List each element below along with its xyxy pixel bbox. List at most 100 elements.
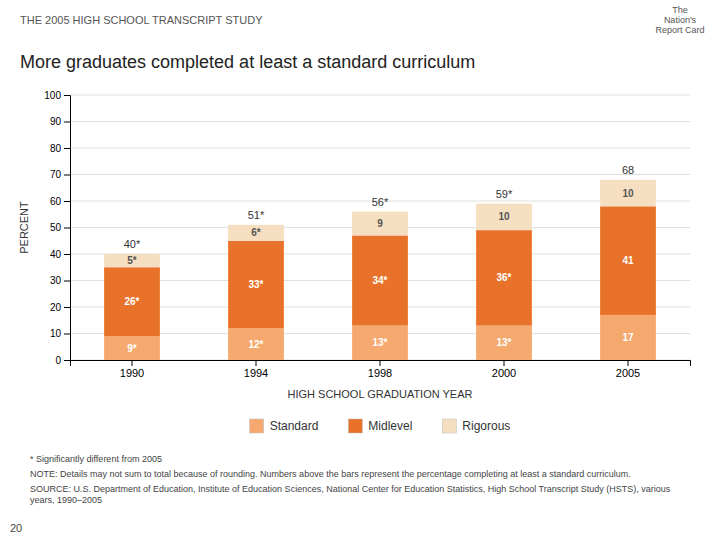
legend-swatch <box>250 419 264 433</box>
y-tick: 50 <box>50 222 70 233</box>
x-tick-mark <box>628 360 629 366</box>
data-label: 12* <box>248 339 263 350</box>
annotation: TheNation'sReport Card <box>655 5 704 35</box>
data-label: 10 <box>498 211 510 222</box>
note: SOURCE: U.S. Department of Education, In… <box>30 484 671 505</box>
y-tick-label: 50 <box>50 222 62 233</box>
legend-label: Rigorous <box>462 419 510 433</box>
y-tick-mark <box>64 122 70 123</box>
y-axis-title: PERCENT <box>18 201 30 254</box>
data-label: 13* <box>496 337 511 348</box>
y-tick-label: 0 <box>55 355 61 366</box>
bar <box>600 180 656 207</box>
grid-line <box>70 95 690 96</box>
x-tick-mark <box>132 360 133 366</box>
data-label: 6* <box>251 227 261 238</box>
y-tick-mark <box>64 360 70 361</box>
x-tick: 1990 <box>120 360 144 379</box>
bar <box>104 254 160 267</box>
data-label: 33* <box>248 279 263 290</box>
y-tick: 80 <box>50 143 70 154</box>
x-tick: 2005 <box>616 360 640 379</box>
y-tick-label: 20 <box>50 302 62 313</box>
legend-swatch <box>442 419 456 433</box>
bar <box>352 326 408 360</box>
bar <box>600 315 656 360</box>
total-label: 51* <box>248 209 265 221</box>
y-tick: 90 <box>50 116 70 127</box>
y-tick-mark <box>64 148 70 149</box>
page-number: 20 <box>10 522 22 534</box>
y-tick-label: 10 <box>50 328 62 339</box>
legend-item: Rigorous <box>442 419 510 433</box>
legend-item: Midlevel <box>348 419 412 433</box>
x-tick-mark <box>504 360 505 366</box>
bar <box>476 326 532 360</box>
bar <box>352 235 408 325</box>
data-label: 5* <box>127 255 137 266</box>
title: More graduates completed at least a stan… <box>20 52 475 72</box>
bar <box>352 212 408 236</box>
y-tick: 30 <box>50 275 70 286</box>
y-tick-mark <box>64 307 70 308</box>
y-axis-line <box>64 96 71 361</box>
x-axis: 1990 1994 1998 2000 2005 <box>71 360 691 379</box>
y-tick: 0 <box>55 355 70 366</box>
y-tick-label: 40 <box>50 249 62 260</box>
x-tick-label: 1998 <box>368 367 392 379</box>
data-label: 13* <box>372 337 387 348</box>
y-tick: 60 <box>50 196 70 207</box>
data-label: 26* <box>124 296 139 307</box>
total-label: 59* <box>496 188 513 200</box>
total-label: 40* <box>124 238 141 250</box>
legend-swatch <box>348 419 362 433</box>
data-labels: 9*12*13*13*1726*33*34*36*415*6*9101040*5… <box>124 164 634 354</box>
y-tick-label: 80 <box>50 143 62 154</box>
x-tick: 1998 <box>368 360 392 379</box>
bar <box>228 225 284 241</box>
x-axis-line <box>71 361 691 367</box>
y-tick-label: 100 <box>44 90 61 101</box>
x-tick-label: 2005 <box>616 367 640 379</box>
x-tick: 2000 <box>492 360 516 379</box>
data-label: 17 <box>622 332 634 343</box>
y-tick: 10 <box>50 328 70 339</box>
y-tick: 70 <box>50 169 70 180</box>
x-axis-title: HIGH SCHOOL GRADUATION YEAR <box>288 388 473 400</box>
bar <box>476 204 532 231</box>
bar <box>104 336 160 360</box>
note: NOTE: Details may not sum to total becau… <box>30 469 631 479</box>
bar <box>476 230 532 325</box>
y-axis: 0 10 20 30 40 50 60 70 80 90 100 <box>44 90 70 366</box>
y-tick-mark <box>64 201 70 202</box>
grid <box>70 95 690 360</box>
x-tick-mark <box>380 360 381 366</box>
bar <box>104 267 160 336</box>
legend: Standard Midlevel Rigorous <box>250 419 511 433</box>
x-tick: 1994 <box>244 360 268 379</box>
y-tick-mark <box>64 228 70 229</box>
data-label: 34* <box>372 275 387 286</box>
bar <box>600 206 656 315</box>
chart: THE 2005 HIGH SCHOOL TRANSCRIPT STUDYThe… <box>0 0 720 540</box>
bars <box>104 180 656 360</box>
grid-line <box>70 121 690 122</box>
data-label: 36* <box>496 272 511 283</box>
plot: 9*12*13*13*1726*33*34*36*415*6*9101040*5… <box>44 90 690 379</box>
y-tick-mark <box>64 175 70 176</box>
y-tick: 100 <box>44 90 70 101</box>
x-tick-label: 2000 <box>492 367 516 379</box>
series <box>104 180 656 267</box>
y-tick-label: 70 <box>50 169 62 180</box>
data-label: 9 <box>377 218 383 229</box>
legend-item: Standard <box>250 419 319 433</box>
legend-label: Standard <box>270 419 319 433</box>
x-tick-mark <box>256 360 257 366</box>
total-label: 56* <box>372 196 389 208</box>
data-label: 41 <box>622 255 634 266</box>
y-tick: 40 <box>50 249 70 260</box>
note: * Significantly different from 2005 <box>30 454 162 464</box>
y-tick: 20 <box>50 302 70 313</box>
y-tick-label: 60 <box>50 196 62 207</box>
y-tick-mark <box>64 254 70 255</box>
